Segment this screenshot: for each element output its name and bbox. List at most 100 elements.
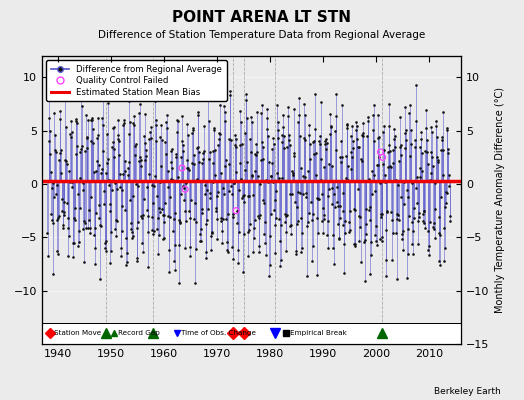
Point [128,233,137,240]
Point [415,214,423,220]
Point [325,131,334,137]
Point [237,118,245,125]
Point [418,168,427,175]
Point [138,214,146,221]
Point [348,123,356,129]
Point [289,105,298,112]
Point [302,190,311,196]
Point [440,258,449,264]
Point [327,124,335,130]
Point [427,124,435,130]
Point [255,215,263,221]
Point [338,154,346,161]
Point [366,271,375,277]
Point [389,160,397,166]
Point [167,176,175,182]
Point [235,228,243,235]
Point [314,196,323,202]
Point [436,194,445,200]
Point [397,142,405,149]
Point [242,91,250,97]
Point [105,201,114,208]
Point [358,133,367,139]
Point [427,170,435,176]
Point [190,152,198,158]
Point [233,220,241,226]
Point [316,156,325,162]
Point [193,144,202,150]
Point [413,174,421,180]
Point [206,195,215,202]
Point [98,114,106,121]
Point [63,200,71,206]
Point [417,136,425,142]
Point [352,127,361,133]
Point [355,238,363,245]
Point [401,130,410,136]
Point [237,175,246,182]
Point [342,153,350,160]
Point [151,137,160,144]
Point [348,138,357,144]
Point [250,235,258,241]
Point [168,164,176,171]
Point [300,112,309,118]
Point [340,222,348,228]
Point [48,185,56,191]
Point [368,168,376,174]
Point [180,196,189,203]
Point [281,248,290,255]
Point [221,109,229,115]
Point [400,145,409,151]
Point [243,193,252,200]
Point [276,238,285,244]
Point [117,228,126,234]
Point [62,158,70,164]
Point [136,157,145,164]
Point [202,221,211,227]
Point [412,118,420,124]
Point [94,132,102,139]
Point [228,256,237,262]
Point [293,218,302,224]
Point [393,211,401,217]
Point [133,225,141,231]
Point [83,135,92,142]
Point [84,117,92,123]
Point [172,117,181,123]
Point [279,124,287,130]
Point [388,230,397,236]
Point [334,234,343,241]
Point [322,136,330,143]
Point [135,158,143,164]
Point [45,115,53,122]
Point [336,154,345,161]
Point [268,146,277,153]
Point [196,238,204,244]
Text: Difference of Station Temperature Data from Regional Average: Difference of Station Temperature Data f… [99,30,425,40]
Point [93,135,101,141]
Point [213,192,222,199]
Point [331,127,339,134]
Point [232,136,240,142]
Point [83,145,91,151]
Point [388,257,396,263]
Point [194,112,203,118]
Point [72,117,80,124]
Point [336,203,344,209]
Point [273,102,281,108]
Point [402,187,411,193]
Point [316,141,324,147]
Point [95,215,103,222]
Point [413,218,422,224]
Text: Station Move: Station Move [54,330,101,336]
Point [102,170,111,176]
Point [56,107,64,114]
Point [246,220,254,227]
Point [308,258,316,264]
Point [422,107,430,113]
Point [406,102,414,108]
Point [283,144,291,150]
Point [394,212,402,218]
Point [194,109,202,116]
